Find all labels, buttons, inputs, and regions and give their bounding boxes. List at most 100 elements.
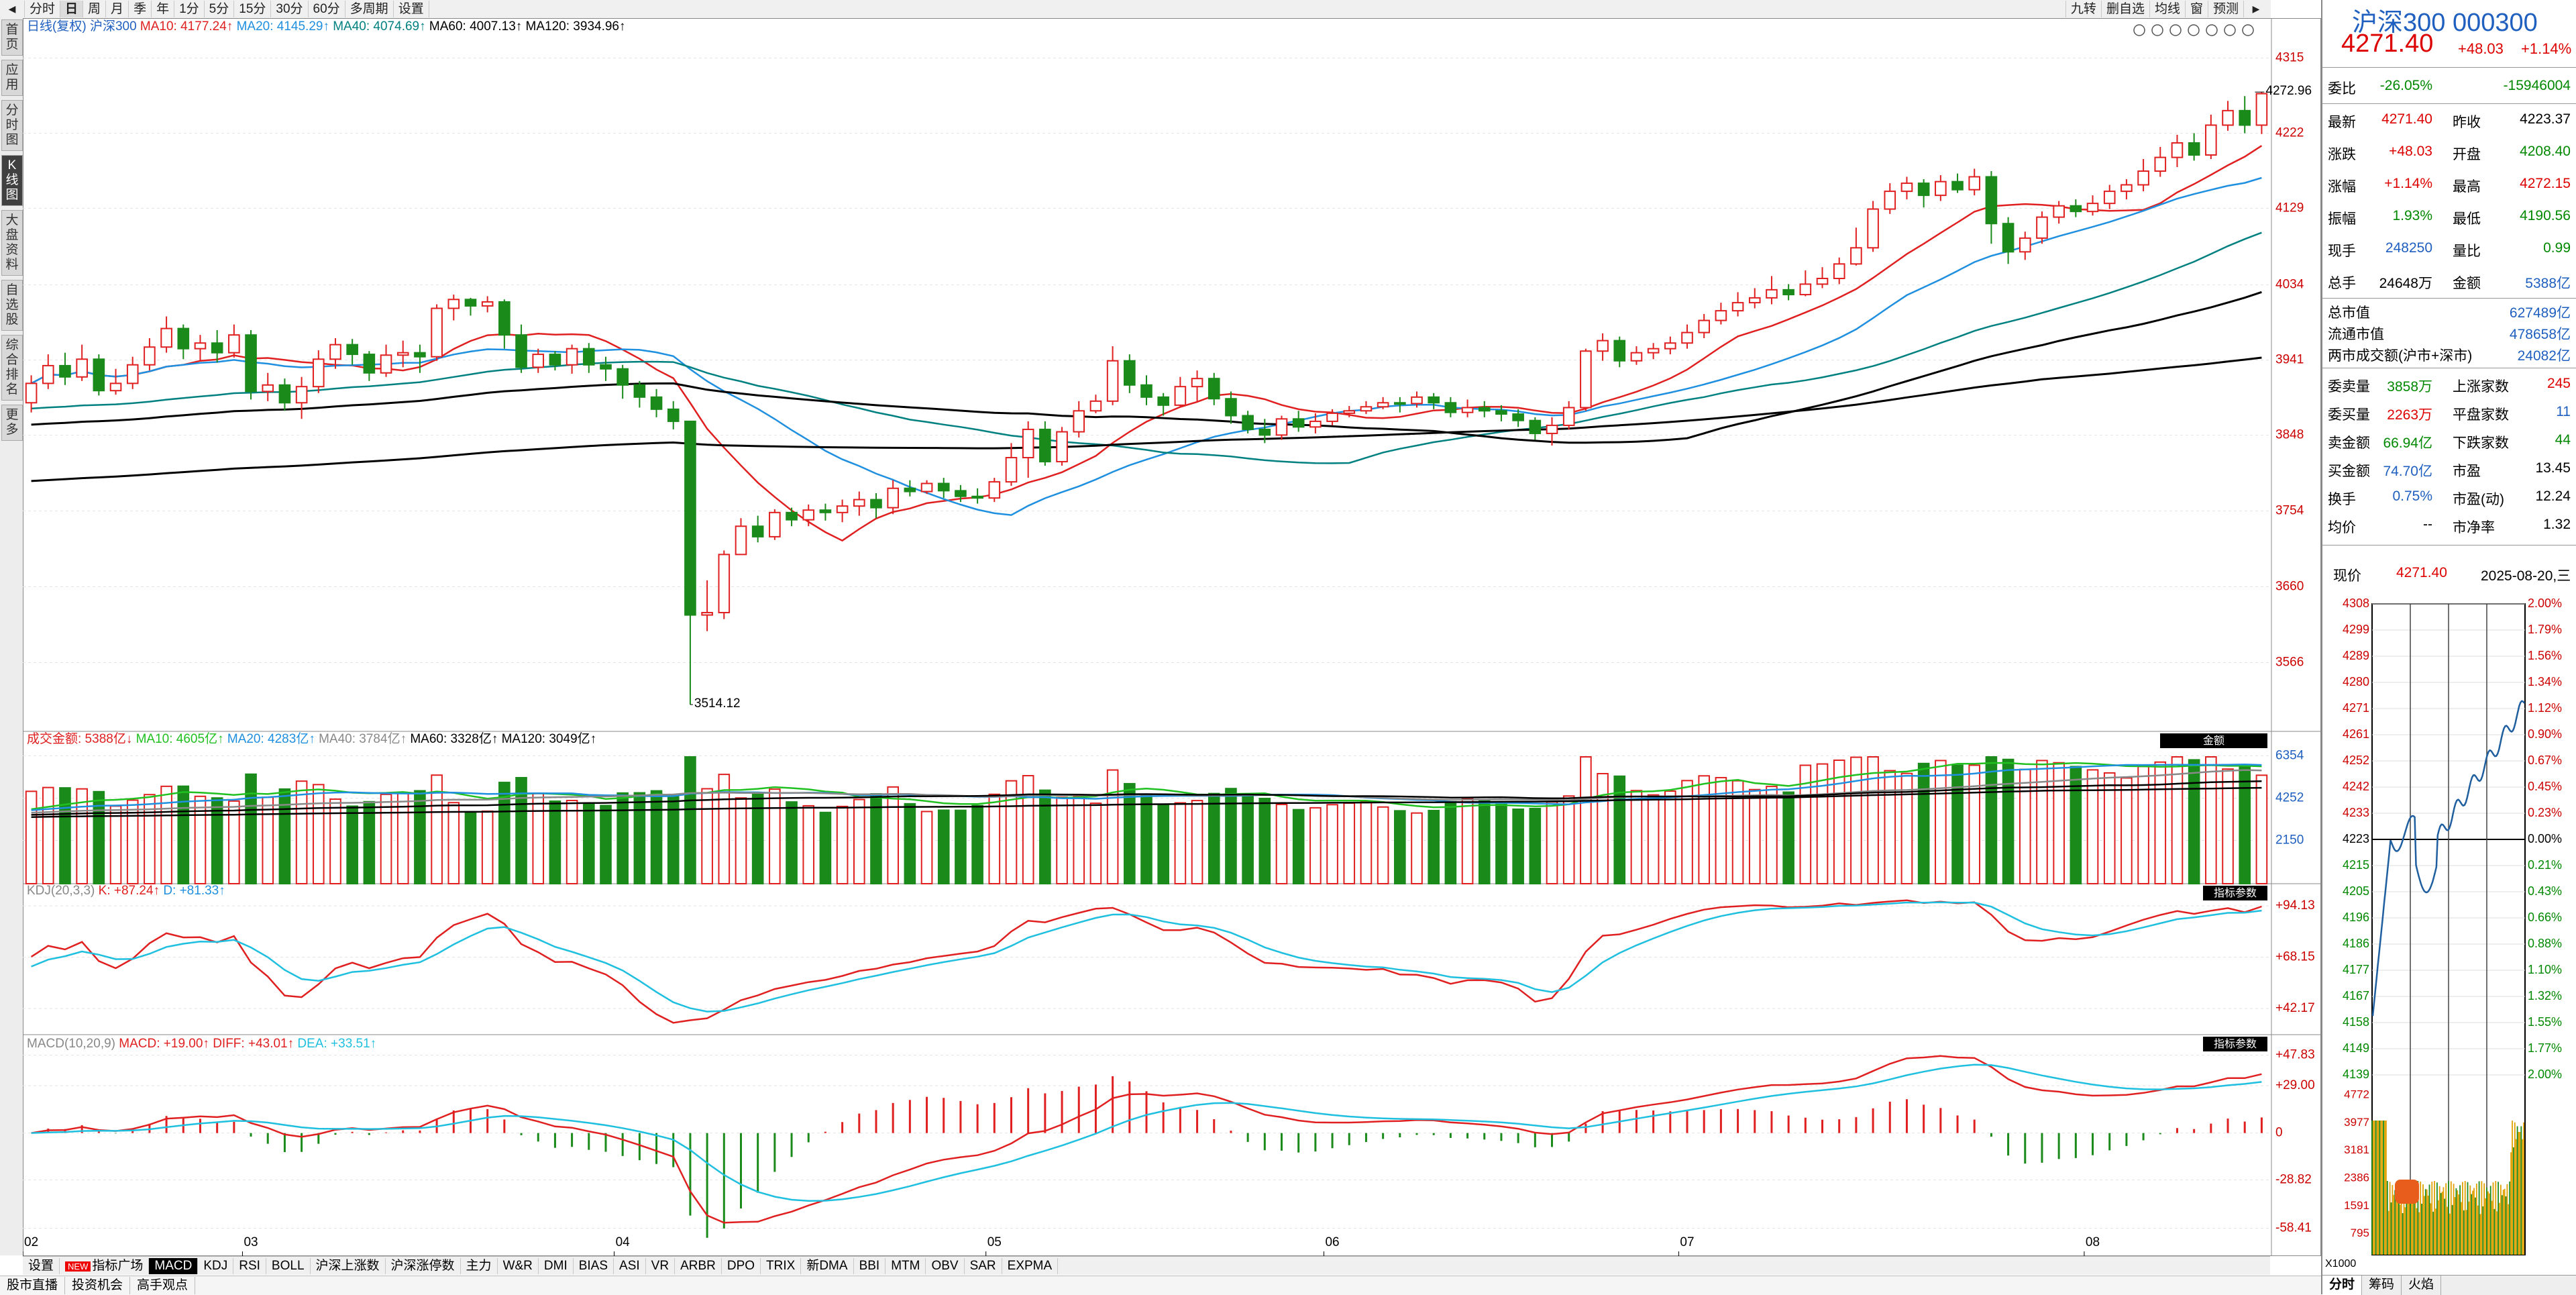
indicator-tab-12[interactable]: ASI xyxy=(614,1257,646,1274)
candle[interactable] xyxy=(1562,401,1575,429)
scroll-left-arrow-icon[interactable]: ◀ xyxy=(0,1,25,17)
candle[interactable] xyxy=(751,515,764,543)
candle[interactable] xyxy=(1056,427,1068,466)
candle[interactable] xyxy=(1343,406,1356,417)
indicator-tab-4[interactable]: RSI xyxy=(233,1257,266,1274)
candle[interactable] xyxy=(1731,292,1744,317)
candle[interactable] xyxy=(1613,336,1626,368)
candle[interactable] xyxy=(1985,171,1998,244)
close-circle-icon[interactable] xyxy=(2242,24,2254,36)
candle[interactable] xyxy=(769,509,781,540)
screenshot-icon[interactable] xyxy=(2224,24,2236,36)
sidebar-item-3[interactable]: K线图 xyxy=(1,155,23,206)
period-tab-6[interactable]: 1分 xyxy=(174,1,205,17)
candle[interactable] xyxy=(2205,114,2217,159)
candle[interactable] xyxy=(396,340,409,368)
candle[interactable] xyxy=(76,344,88,381)
candle[interactable] xyxy=(1005,443,1018,486)
candle[interactable] xyxy=(566,344,578,374)
candle[interactable] xyxy=(904,480,916,497)
candle[interactable] xyxy=(2222,101,2234,131)
candle[interactable] xyxy=(1681,324,1693,349)
candle[interactable] xyxy=(1039,421,1051,466)
candle[interactable] xyxy=(1546,417,1558,446)
candle[interactable] xyxy=(920,480,933,495)
candle[interactable] xyxy=(1495,405,1507,421)
candle[interactable] xyxy=(633,380,646,408)
candle[interactable] xyxy=(2137,159,2149,192)
candle[interactable] xyxy=(363,351,376,381)
candle[interactable] xyxy=(1935,175,1947,201)
period-tab-0[interactable]: 分时 xyxy=(25,1,61,17)
candle[interactable] xyxy=(1766,276,1778,305)
candle[interactable] xyxy=(2255,92,2268,134)
candle[interactable] xyxy=(177,324,190,360)
macd-param-badge[interactable]: 指标参数 xyxy=(2214,1038,2257,1050)
candle[interactable] xyxy=(600,356,612,381)
candle[interactable] xyxy=(1529,417,1542,440)
candle[interactable] xyxy=(59,352,71,385)
candle[interactable] xyxy=(1478,401,1491,417)
candle[interactable] xyxy=(1275,415,1288,440)
candle[interactable] xyxy=(718,550,731,619)
candle[interactable] xyxy=(194,335,207,361)
candle[interactable] xyxy=(1580,348,1592,411)
kdj-param-badge[interactable]: 指标参数 xyxy=(2214,887,2257,899)
candle[interactable] xyxy=(1833,257,1845,284)
candle[interactable] xyxy=(616,364,629,399)
candle[interactable] xyxy=(1867,201,1879,252)
candle[interactable] xyxy=(1816,267,1829,289)
candle[interactable] xyxy=(802,504,815,527)
candle[interactable] xyxy=(870,493,882,519)
candle[interactable] xyxy=(1917,179,1930,208)
indicator-tab-7[interactable]: 沪深涨停数 xyxy=(386,1257,461,1274)
candle[interactable] xyxy=(1208,372,1220,405)
candle[interactable] xyxy=(532,348,545,373)
candle[interactable] xyxy=(1630,346,1643,365)
indicator-tab-16[interactable]: TRIX xyxy=(761,1257,802,1274)
toolbar-right-tab-1[interactable]: 删自选 xyxy=(2100,1,2149,17)
indicator-tab-0[interactable]: 设置 xyxy=(23,1257,60,1274)
period-tab-11[interactable]: 多周期 xyxy=(345,1,394,17)
candle[interactable] xyxy=(1073,401,1085,437)
candle[interactable] xyxy=(447,295,460,321)
toolbar-right-tab-2[interactable]: 均线 xyxy=(2149,1,2185,17)
scroll-right-arrow-icon[interactable]: ▶ xyxy=(2243,1,2268,17)
candle[interactable] xyxy=(1225,391,1237,424)
candle[interactable] xyxy=(2002,217,2015,264)
candle[interactable] xyxy=(160,316,172,353)
candle[interactable] xyxy=(2086,195,2099,216)
candle[interactable] xyxy=(2053,201,2065,224)
candle[interactable] xyxy=(1951,173,1964,193)
candle[interactable] xyxy=(2171,134,2184,168)
ime-toolbar-icon[interactable] xyxy=(2395,1180,2419,1204)
candle[interactable] xyxy=(1900,176,1913,200)
candle[interactable] xyxy=(955,484,967,503)
candle[interactable] xyxy=(887,480,899,515)
period-tab-10[interactable]: 60分 xyxy=(309,1,345,17)
candle[interactable] xyxy=(1715,303,1727,325)
toolbar-right-tab-0[interactable]: 九转 xyxy=(2065,1,2101,17)
zoom-icon[interactable] xyxy=(2151,24,2163,36)
indicator-tab-18[interactable]: BBI xyxy=(854,1257,886,1274)
candle[interactable] xyxy=(650,389,663,417)
candle[interactable] xyxy=(1597,333,1609,361)
candle[interactable] xyxy=(498,299,511,349)
candle[interactable] xyxy=(549,351,561,371)
candle[interactable] xyxy=(1106,346,1119,405)
indicator-tab-11[interactable]: BIAS xyxy=(574,1257,614,1274)
indicator-tab-2[interactable]: MACD xyxy=(149,1257,199,1274)
candle[interactable] xyxy=(1292,411,1305,432)
candle[interactable] xyxy=(1191,370,1203,401)
candle[interactable] xyxy=(1258,419,1271,444)
bottom-bar-item-0[interactable]: 股市直播 xyxy=(0,1277,66,1294)
candle[interactable] xyxy=(42,354,54,389)
bottom-bar-item-2[interactable]: 高手观点 xyxy=(130,1277,196,1294)
candle[interactable] xyxy=(464,297,477,316)
candle[interactable] xyxy=(109,368,122,395)
sidebar-item-0[interactable]: 首页 xyxy=(1,19,23,56)
period-tab-5[interactable]: 年 xyxy=(152,1,175,17)
candle[interactable] xyxy=(735,518,747,556)
candle[interactable] xyxy=(2188,133,2200,161)
candle[interactable] xyxy=(228,324,240,358)
